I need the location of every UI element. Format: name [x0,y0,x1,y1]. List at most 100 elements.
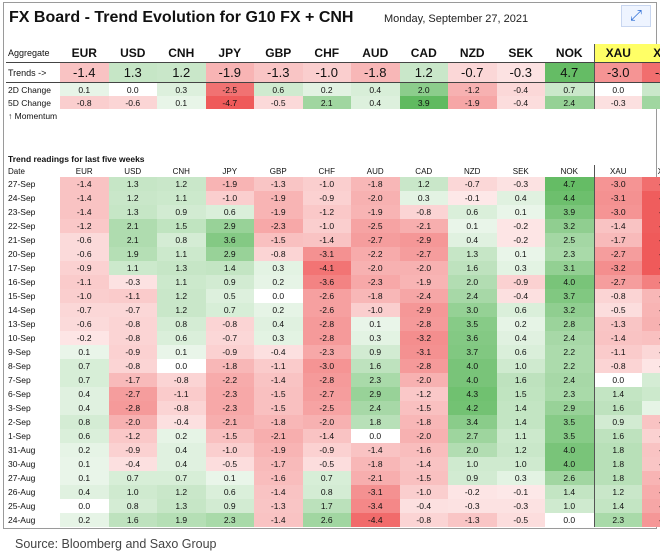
cell-cnh: 0.7 [157,471,206,485]
cell-eur: 0.2 [60,513,109,527]
cell-gbp: -1.4 [254,485,303,499]
column-header-usd: USD [124,166,142,176]
trend-readings-table: Trend readings for last five weeks Date … [6,153,660,527]
row-date: 3-Sep [8,403,31,413]
cell-xau: -1.4 [593,331,642,345]
cell-usd: -1.2 [108,429,157,443]
cell-xau: -3.0 [593,205,642,219]
cell-aud: 0.3 [351,331,400,345]
cell-aud: 1.6 [351,359,400,373]
cell-cnh: 1.1 [157,275,206,289]
cell-chf: -0.9 [302,443,351,457]
column-header-xag: XAG [642,165,660,177]
cell-cad: -2.9 [399,233,448,247]
cell-nzd: -0.3 [448,499,497,513]
cell-gbp: -0.4 [254,345,303,359]
cell-xau: -3.0 [593,177,642,191]
cell-nok: 3.2 [545,219,594,233]
cell-nzd: 4.0 [448,373,497,387]
cell-usd: -0.4 [108,457,157,471]
cell-usd: 1.3 [108,205,157,219]
cell-nok: 4.0 [545,457,594,471]
change-2d-usd: 0.0 [108,83,157,96]
cell-cnh: -0.8 [157,373,206,387]
change-5d-aud: 0.4 [351,96,400,109]
row-date: 2-Sep [8,417,31,427]
cell-aud: -1.4 [351,443,400,457]
column-header-chf: CHF [318,166,335,176]
cell-nzd: 1.3 [448,247,497,261]
cell-jpy: 2.9 [205,219,254,233]
cell-cad: -1.5 [399,471,448,485]
cell-usd: -1.7 [108,373,157,387]
cell-xag: -2.0 [642,317,660,331]
change-2d-aud: 0.4 [351,83,400,96]
cell-usd: 1.3 [108,177,157,191]
table-row: 6-Sep 0.4 -2.7 -1.1 -2.3 -1.5 -2.7 2.9 -1.2 4.3 1.… [6,387,660,401]
column-header-gbp: GBP [269,166,287,176]
cell-xau: -2.7 [593,275,642,289]
cell-eur: 0.1 [60,457,109,471]
board-title: FX Board - Trend Evolution for G10 FX + … [9,9,354,26]
cell-usd: 1.1 [108,261,157,275]
cell-nzd: 4.0 [448,359,497,373]
cell-cad: -3.2 [399,331,448,345]
change-2d-cad: 2.0 [399,83,448,96]
change-2d-nzd: -1.2 [448,83,497,96]
trend-value-nzd: -0.7 [448,63,497,82]
cell-nzd: -0.7 [448,177,497,191]
cell-jpy: 0.1 [205,471,254,485]
cell-jpy: 0.6 [205,485,254,499]
cell-usd: 1.9 [108,247,157,261]
change-2d-row: 2D Change 0.1 0.0 0.3 -2.5 0.6 0.2 0.4 2.0 -1.2-… [6,83,660,96]
cell-xag: -5.4 [642,261,660,275]
cell-cad: -1.4 [399,457,448,471]
cell-sek: 0.4 [496,191,545,205]
cell-aud: -1.0 [351,303,400,317]
table-row: 30-Aug 0.1 -0.4 0.4 -0.5 -1.7 -0.5 -1.8 -1.4 1.0 1… [6,457,660,471]
cell-sek: 1.0 [496,457,545,471]
cell-nzd: 2.7 [448,429,497,443]
cell-cnh: 0.2 [157,429,206,443]
cell-chf: -1.0 [302,219,351,233]
cell-usd: 1.0 [108,485,157,499]
cell-gbp: -1.9 [254,191,303,205]
cell-sek: 1.6 [496,373,545,387]
table-row: 20-Sep -0.6 1.9 1.1 2.9 -0.8 -3.1 -2.2 -2.7 1.3 0.… [6,247,660,261]
change-5d-gbp: -0.5 [254,96,303,109]
column-header-nok: NOK [560,166,578,176]
cell-usd: -2.8 [108,401,157,415]
column-header-jpy: JPY [222,166,238,176]
row-date: 13-Sep [8,319,36,329]
cell-eur: 0.8 [60,415,109,429]
cell-gbp: 0.0 [254,289,303,303]
currency-header-chf: CHF [314,46,340,60]
cell-xag: -1.9 [642,471,660,485]
cell-xau: 1.8 [593,471,642,485]
expand-icon[interactable]: ⤢ [621,5,651,27]
cell-jpy: -1.8 [205,359,254,373]
cell-xag: -2.9 [642,513,660,527]
change-2d-chf: 0.2 [302,83,351,96]
cell-nok: 0.0 [545,513,594,527]
cell-xag: -4.9 [642,219,660,233]
cell-xau: 0.9 [593,415,642,429]
cell-gbp: -2.3 [254,219,303,233]
currency-header-row: Aggregate EUR USD CNH JPY GBP CHF AUD CAD NZD SEK… [6,44,660,62]
cell-nok: 1.4 [545,485,594,499]
cell-nok: 4.7 [545,177,594,191]
change-2d-eur: 0.1 [60,83,109,96]
table-row: 31-Aug 0.2 -0.9 0.4 -1.0 -1.9 -0.9 -1.4 -1.6 2.0 1… [6,443,660,457]
cell-chf: -1.0 [302,177,351,191]
cell-eur: -1.4 [60,205,109,219]
cell-usd: -0.3 [108,275,157,289]
cell-usd: 0.7 [108,471,157,485]
cell-jpy: -1.0 [205,443,254,457]
cell-chf: -2.7 [302,387,351,401]
cell-nok: 2.4 [545,373,594,387]
cell-nzd: 3.7 [448,345,497,359]
cell-nzd: 0.4 [448,233,497,247]
cell-xau: -0.8 [593,289,642,303]
cell-xau: -3.1 [593,191,642,205]
cell-gbp: -1.5 [254,387,303,401]
